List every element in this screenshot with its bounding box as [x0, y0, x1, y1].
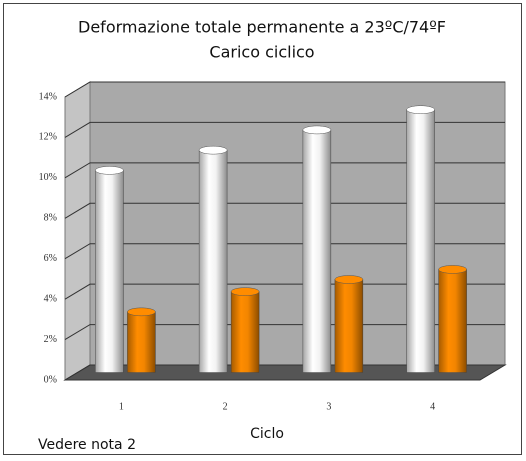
bar-shade	[231, 291, 260, 373]
grid-line	[64, 283, 505, 300]
bar-top	[95, 166, 124, 175]
x-tick-label: 1	[119, 401, 124, 412]
chart-title: Deformazione totale permanente a 23ºC/74…	[78, 18, 446, 37]
bar-shade	[334, 279, 363, 373]
grid-line	[64, 202, 505, 219]
grid-line	[64, 121, 505, 138]
side-wall	[64, 81, 91, 381]
y-tick-label: 6%	[44, 253, 57, 264]
bar-top	[230, 287, 260, 296]
bar-top	[334, 275, 364, 284]
chart-subtitle: Carico ciclico	[209, 43, 314, 62]
bar-shade	[438, 269, 467, 373]
bar-top	[406, 105, 435, 114]
grid-line	[64, 162, 505, 179]
bar-top	[127, 307, 156, 317]
y-tick-label: 8%	[44, 213, 57, 224]
x-tick-label: 3	[326, 401, 331, 412]
bar-top	[198, 145, 228, 155]
bar-top	[302, 125, 332, 135]
x-tick-label: 2	[223, 401, 228, 412]
y-tick-label: 14%	[39, 91, 57, 102]
annotation: Vedere nota 2	[38, 437, 136, 453]
grid-line	[64, 81, 505, 98]
bar-shade	[406, 109, 435, 373]
y-tick-label: 12%	[39, 132, 57, 143]
bar-top	[438, 265, 467, 274]
grid-line	[64, 243, 505, 260]
y-tick-label: 0%	[44, 374, 57, 385]
y-tick-label: 10%	[39, 172, 57, 183]
grid-line	[64, 324, 505, 341]
bar-shade	[302, 129, 331, 373]
x-tick-label: 4	[430, 401, 435, 412]
bar-shade	[127, 311, 156, 373]
x-axis-label: Ciclo	[250, 426, 284, 442]
bar-shade	[95, 170, 124, 373]
y-tick-label: 4%	[44, 293, 57, 304]
bar-shade	[199, 150, 228, 373]
y-tick-label: 2%	[44, 334, 57, 345]
grid-line	[64, 364, 505, 381]
